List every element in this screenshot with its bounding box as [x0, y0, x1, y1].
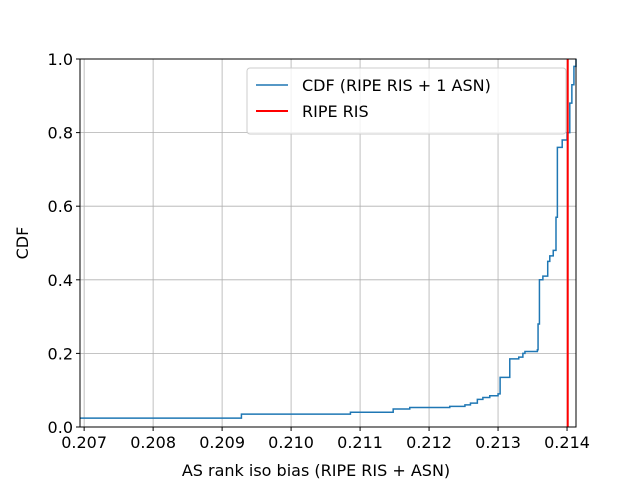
legend-label: RIPE RIS — [302, 102, 369, 121]
x-axis-label: AS rank iso bias (RIPE RIS + ASN) — [182, 461, 450, 480]
x-tick-label: 0.213 — [475, 433, 521, 452]
x-tick-label: 0.210 — [268, 433, 314, 452]
cdf-line — [80, 59, 577, 419]
x-tick-label: 0.207 — [61, 433, 107, 452]
y-tick-label: 0.0 — [48, 418, 73, 437]
y-tick-label: 0.2 — [48, 344, 73, 363]
y-tick-label: 0.6 — [48, 197, 73, 216]
y-tick-label: 1.0 — [48, 50, 73, 69]
legend: CDF (RIPE RIS + 1 ASN) RIPE RIS — [246, 67, 567, 135]
x-tick-label: 0.214 — [544, 433, 590, 452]
y-tick-label: 0.8 — [48, 124, 73, 143]
axes-frame — [79, 58, 577, 428]
y-axis-label: CDF — [13, 227, 32, 260]
x-tick-label: 0.211 — [337, 433, 383, 452]
x-tick-label: 0.208 — [130, 433, 176, 452]
legend-label: CDF (RIPE RIS + 1 ASN) — [302, 76, 491, 95]
y-tick-label: 0.4 — [48, 271, 73, 290]
x-tick-label: 0.212 — [406, 433, 452, 452]
x-tick-label: 0.209 — [199, 433, 245, 452]
legend-box — [246, 67, 567, 135]
